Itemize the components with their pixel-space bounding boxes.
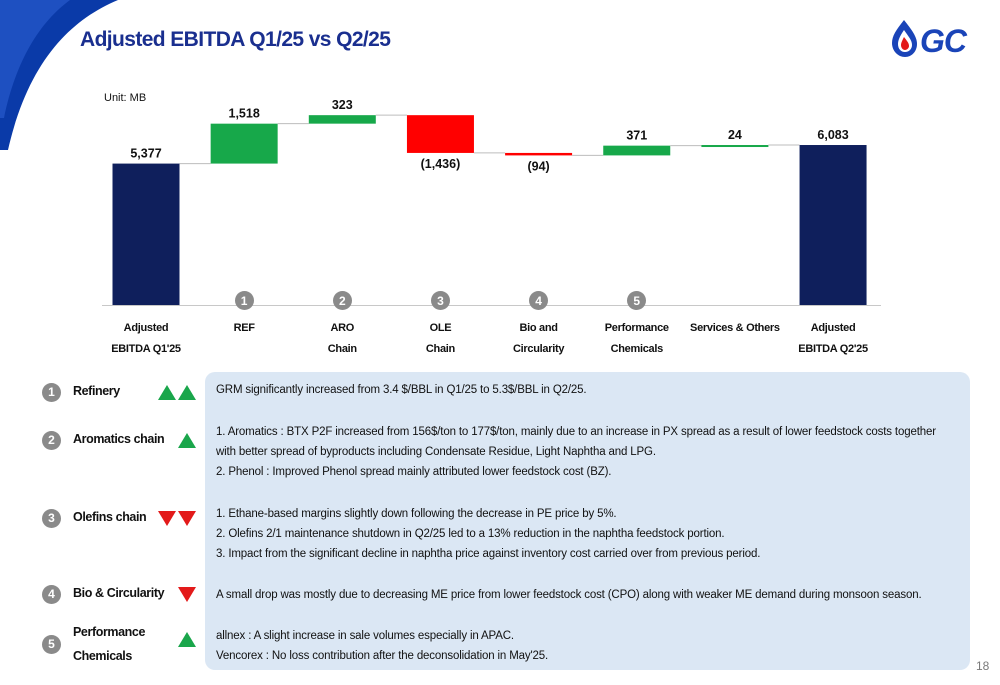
data-label-7: 6,083	[817, 128, 848, 142]
bar-0	[112, 163, 180, 305]
triangle-up-icon	[178, 385, 196, 400]
bar-7	[799, 145, 867, 305]
data-label-4: (94)	[527, 159, 549, 173]
bar-1	[210, 123, 278, 164]
commentary-panel	[205, 372, 970, 670]
trend-arrows-3	[158, 511, 196, 526]
category-label-4: Bio and Circularity	[513, 322, 565, 355]
driver-badge-5: 5	[42, 634, 61, 654]
triangle-down-icon	[178, 511, 196, 526]
trend-arrows-5	[178, 632, 196, 647]
driver-label-4: Bio & Circularity	[73, 586, 165, 600]
bar-5	[603, 145, 671, 156]
category-label-2: ARO Chain	[327, 322, 357, 355]
data-label-6: 24	[728, 128, 742, 142]
driver-badge-3: 3	[42, 508, 61, 528]
chart-badge-4: 4	[529, 291, 549, 310]
commentary-line-2: with better spread of byproducts includi…	[216, 446, 656, 458]
category-label-3: OLE Chain	[425, 322, 455, 355]
bar-2	[308, 115, 376, 124]
driver-badge-1: 1	[42, 382, 61, 402]
gc-logo: GC	[890, 16, 990, 60]
bar-6	[701, 145, 769, 148]
data-label-5: 371	[626, 129, 647, 143]
triangle-up-icon	[158, 385, 176, 400]
unit-label: Unit: MB	[104, 92, 147, 104]
trend-arrows-1	[158, 385, 196, 400]
commentary-line-1: 1. Aromatics : BTX P2F increased from 15…	[216, 426, 936, 438]
flame-icon	[892, 20, 917, 57]
driver-label-2: Aromatics chain	[73, 432, 165, 446]
chart-badge-3: 3	[430, 291, 450, 310]
corner-decoration	[0, 0, 160, 150]
trend-arrows-4	[178, 587, 196, 602]
triangle-up-icon	[178, 632, 196, 647]
triangle-up-icon	[178, 433, 196, 448]
logo-text: GC	[920, 23, 968, 59]
commentary-line-4: 1. Ethane-based margins slightly down fo…	[216, 508, 617, 520]
commentary-line-9: Vencorex : No loss contribution after th…	[216, 650, 549, 662]
driver-label-5: Performance Chemicals	[73, 625, 146, 663]
category-label-0: Adjusted EBITDA Q1'25	[111, 322, 181, 355]
commentary-line-3: 2. Phenol : Improved Phenol spread mainl…	[216, 466, 612, 478]
bar-4	[505, 152, 573, 156]
data-label-1: 1,518	[229, 107, 260, 121]
category-label-5: Performance Chemicals	[604, 322, 669, 355]
triangle-down-icon	[178, 587, 196, 602]
commentary-line-7: A small drop was mostly due to decreasin…	[216, 589, 922, 601]
data-label-0: 5,377	[130, 147, 161, 161]
commentary-line-8: allnex : A slight increase in sale volum…	[216, 630, 514, 642]
driver-badge-4: 4	[42, 584, 61, 604]
page-title: Adjusted EBITDA Q1/25 vs Q2/25	[80, 28, 391, 51]
trend-arrows-2	[178, 433, 196, 448]
commentary-line-5: 2. Olefins 2/1 maintenance shutdown in Q…	[216, 528, 725, 540]
bar-3	[406, 115, 474, 153]
data-label-3: (1,436)	[421, 157, 461, 171]
category-label-1: REF	[233, 322, 255, 334]
triangle-down-icon	[158, 511, 176, 526]
chart-badge-5: 5	[627, 291, 647, 310]
data-label-2: 323	[332, 98, 353, 112]
category-label-6: Services & Others	[690, 322, 780, 334]
chart-badge-1: 1	[234, 291, 254, 310]
category-label-7: Adjusted EBITDA Q2'25	[798, 322, 868, 355]
commentary-line-0: GRM significantly increased from 3.4 $/B…	[216, 384, 587, 396]
chart-badge-2: 2	[332, 291, 352, 310]
driver-badge-2: 2	[42, 430, 61, 450]
driver-label-1: Refinery	[73, 384, 120, 398]
driver-label-3: Olefins chain	[73, 510, 147, 524]
waterfall-chart: 5,377 1,518 323 (1,436) (94) 371 24 6,083	[102, 98, 881, 306]
commentary-line-6: 3. Impact from the significant decline i…	[216, 548, 761, 560]
page-number: 18	[976, 659, 990, 673]
